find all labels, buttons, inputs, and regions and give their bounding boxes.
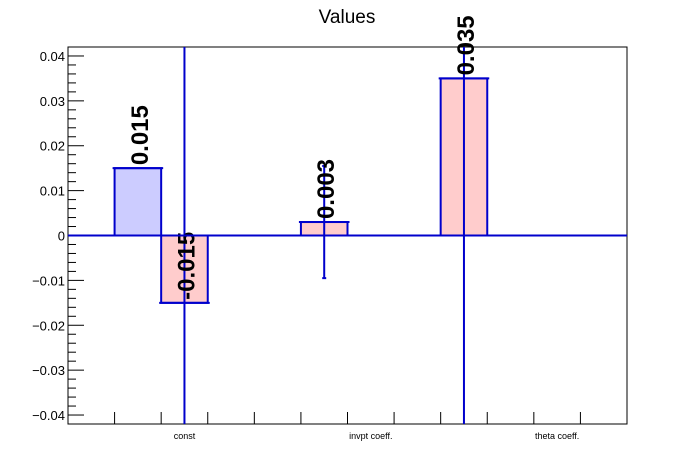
bar-value-label: 0.003 [313, 159, 340, 219]
y-tick-label: 0.04 [40, 49, 65, 64]
bar-value-label: -0.015 [173, 232, 200, 300]
y-tick-label: 0 [58, 229, 65, 244]
y-tick-label: −0.03 [32, 363, 65, 378]
y-tick-label: 0.02 [40, 139, 65, 154]
plot-area: −0.04 −0.03 −0.02 −0.01 0 0.01 0.02 0.03 0.04 con… [32, 15, 628, 441]
chart-title: Values [319, 7, 376, 28]
bar-value-label: 0.015 [127, 105, 154, 165]
y-tick-label: −0.02 [32, 318, 65, 333]
x-category-label: const [174, 431, 196, 441]
x-category-label: invpt coeff. [349, 431, 392, 441]
y-tick-label: −0.04 [32, 408, 65, 423]
x-category-label: theta coeff. [535, 431, 579, 441]
y-tick-label: −0.01 [32, 273, 65, 288]
y-tick-label: 0.03 [40, 94, 65, 109]
y-tick-label: 0.01 [40, 184, 65, 199]
bar-value-label: 0.035 [453, 15, 480, 75]
bar [113, 167, 163, 237]
